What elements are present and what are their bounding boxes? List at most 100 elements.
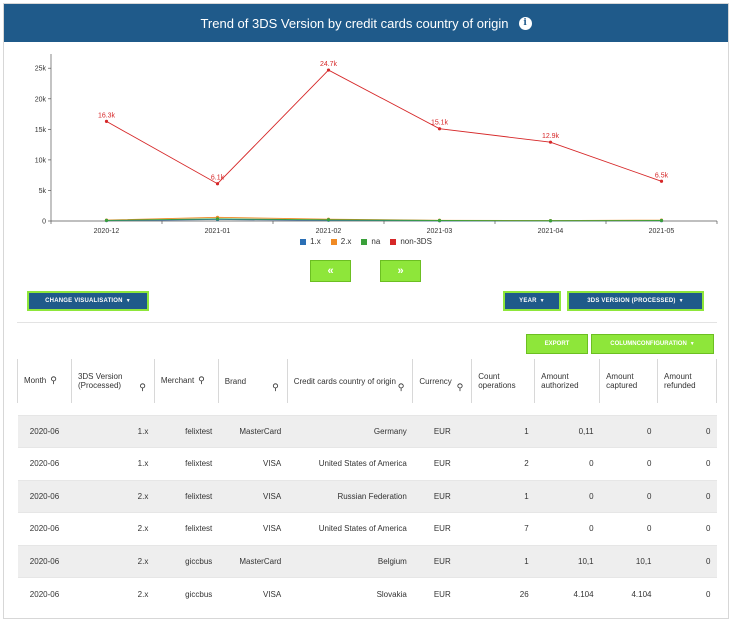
column-header-3ds[interactable]: 3DS Version (Processed) ⚲ [70, 359, 155, 403]
data-label-non-3DS: 6.5k [655, 172, 669, 179]
table-cell-merchant: felixtest [154, 512, 219, 545]
column-configuration-button[interactable]: COLUMNCONFIGURATION ▼ [591, 334, 714, 354]
table-row[interactable]: 2020-06 2.x giccbus VISA Slovakia EUR 26 4.104 4… [17, 577, 717, 610]
table-cell-capt: 0 [599, 447, 658, 480]
data-point-non-3DS [437, 127, 442, 131]
table-cell-currency: EUR [412, 447, 472, 480]
info-icon[interactable]: i [518, 16, 532, 30]
table-body: 2020-06 1.x felixtest MasterCard Germany EUR 1… [17, 403, 717, 610]
table-row[interactable]: 2020-06 2.x felixtest VISA Russian Federatio… [17, 479, 717, 513]
change-visualisation-button[interactable]: CHANGE VISUALISATION ▼ [27, 291, 149, 311]
year-dropdown[interactable]: YEAR ▼ [503, 291, 561, 311]
column-header-brand[interactable]: Brand ⚲ [217, 359, 288, 403]
legend-label: 1.x [310, 237, 321, 246]
chart-legend: 1.x 2.x na non-3DS [4, 237, 728, 246]
table-cell-brand: MasterCard [218, 544, 288, 578]
table-row[interactable]: 2020-06 1.x felixtest MasterCard Germany EUR 1… [17, 414, 717, 448]
table-cell-brand: VISA [218, 479, 288, 513]
table-cell-month: 2020-06 [17, 479, 72, 513]
legend-item-na[interactable]: na [361, 237, 380, 246]
caret-down-icon: ▼ [539, 298, 545, 304]
table-cell-count: 1 [471, 414, 535, 448]
table-cell-month: 2020-06 [17, 447, 72, 480]
data-point-non-3DS [659, 179, 664, 183]
search-icon[interactable]: ⚲ [272, 383, 279, 393]
data-point-na [659, 218, 664, 223]
column-header-month[interactable]: Month ⚲ [17, 359, 72, 403]
3ds-version-dropdown[interactable]: 3DS VERSION (PROCESSED) ▼ [567, 291, 704, 311]
year-label: YEAR [519, 298, 537, 304]
data-label-non-3DS: 15.1k [431, 120, 449, 127]
column-header-auth[interactable]: Amount authorized [534, 359, 601, 403]
table-cell-month: 2020-06 [17, 577, 72, 610]
data-point-non-3DS [215, 182, 220, 186]
table-cell-brand: VISA [218, 512, 288, 545]
column-header-count[interactable]: Count operations [471, 359, 536, 403]
caret-down-icon: ▼ [678, 298, 684, 304]
column-header-label: Brand [224, 376, 247, 386]
data-point-non-3DS [548, 140, 553, 144]
column-configuration-label: COLUMNCONFIGURATION [610, 341, 687, 347]
legend-swatch [330, 238, 337, 245]
legend-label: non-3DS [400, 237, 432, 246]
next-period-button[interactable]: » [380, 260, 421, 282]
search-icon[interactable]: ⚲ [198, 376, 205, 386]
export-button[interactable]: EXPORT [526, 334, 588, 354]
data-point-na [548, 219, 553, 223]
column-header-label: Merchant [160, 376, 195, 385]
y-tick-label: 20k [35, 96, 47, 103]
table-cell-count: 2 [471, 447, 535, 480]
data-point-na [437, 218, 442, 223]
legend-item-non-3DS[interactable]: non-3DS [390, 237, 432, 246]
data-point-non-3DS [104, 119, 109, 123]
table-cell-currency: EUR [412, 479, 472, 513]
table-cell-count: 7 [471, 512, 535, 545]
table-cell-ref: 0 [657, 447, 717, 480]
x-tick-label: 2021-03 [427, 228, 453, 234]
table-cell-count: 1 [471, 479, 535, 513]
table-cell-merchant: felixtest [154, 447, 219, 480]
table-cell-3ds: 2.x [71, 577, 155, 610]
data-label-non-3DS: 16.3k [98, 112, 116, 119]
legend-item-1.x[interactable]: 1.x [300, 237, 321, 246]
table-row[interactable]: 2020-06 2.x giccbus MasterCard Belgium EUR 1 10… [17, 544, 717, 578]
column-header-capt[interactable]: Amount captured [599, 359, 658, 403]
table-cell-3ds: 2.x [71, 512, 155, 545]
x-tick-label: 2021-01 [205, 228, 231, 234]
table-cell-merchant: felixtest [154, 414, 219, 448]
legend-swatch [300, 238, 307, 245]
data-point-na [104, 218, 109, 222]
y-tick-label: 25k [35, 66, 47, 73]
column-header-country[interactable]: Credit cards country of origin ⚲ [286, 359, 414, 403]
table-cell-count: 26 [471, 577, 535, 610]
table-cell-merchant: giccbus [154, 544, 219, 578]
table-row[interactable]: 2020-06 2.x felixtest VISA United States of … [17, 512, 717, 545]
table-cell-country: Belgium [287, 544, 413, 578]
search-icon[interactable]: ⚲ [456, 383, 464, 393]
table-cell-auth: 0 [534, 479, 600, 513]
table-cell-auth: 4.104 [534, 577, 600, 610]
column-header-ref[interactable]: Amount refunded [657, 359, 717, 403]
search-icon[interactable]: ⚲ [397, 383, 405, 393]
data-label-non-3DS: 6.1k [211, 175, 225, 182]
table-row[interactable]: 2020-06 1.x felixtest VISA United States of … [17, 447, 717, 480]
previous-period-button[interactable]: « [310, 260, 351, 282]
report-panel: Trend of 3DS Version by credit cards cou… [3, 3, 729, 619]
column-header-label: Amount refunded [664, 372, 696, 390]
series-line-na [106, 218, 662, 222]
table-cell-capt: 4.104 [599, 577, 658, 610]
column-header-merchant[interactable]: Merchant ⚲ [153, 359, 219, 403]
legend-item-2.x[interactable]: 2.x [330, 237, 351, 246]
series-line-non-3DS [106, 69, 662, 185]
column-header-currency[interactable]: Currency ⚲ [412, 359, 473, 403]
legend-swatch [361, 238, 368, 245]
search-icon[interactable]: ⚲ [50, 376, 57, 386]
table-cell-auth: 0 [534, 447, 600, 480]
legend-label: na [371, 237, 381, 246]
table-cell-auth: 0,11 [534, 414, 600, 448]
column-header-label: Amount authorized [541, 372, 579, 390]
table-cell-country: Germany [287, 414, 413, 448]
legend-swatch [390, 238, 397, 245]
search-icon[interactable]: ⚲ [139, 383, 146, 393]
column-header-label: Currency [419, 376, 452, 386]
